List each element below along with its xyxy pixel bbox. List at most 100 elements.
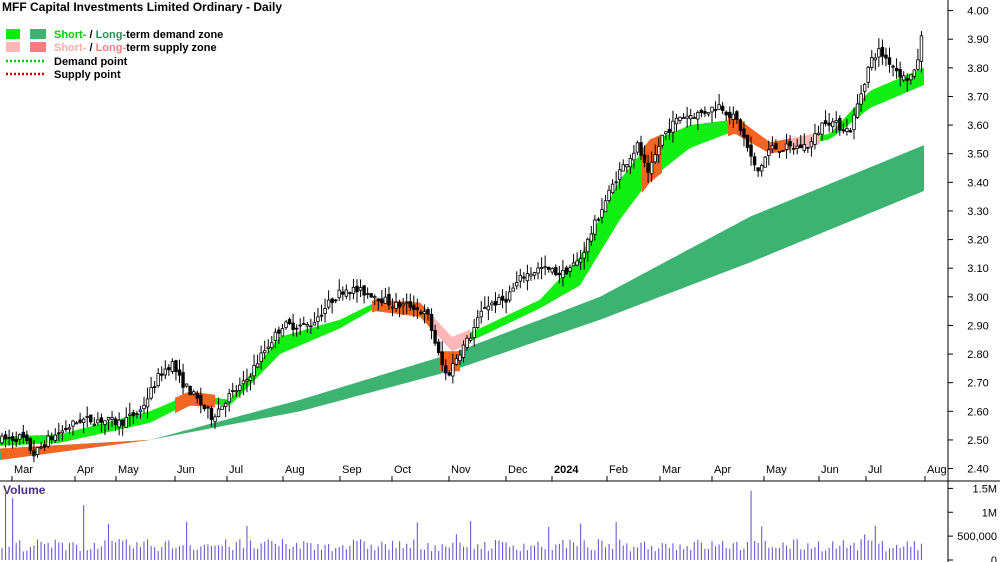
candle-body xyxy=(214,417,217,422)
candle-body xyxy=(373,297,376,298)
volume-layer: Volume 1.5M1M500,0000 xyxy=(2,483,997,562)
candle-body xyxy=(1,436,4,443)
candle-body xyxy=(104,421,107,425)
candle-body xyxy=(15,439,18,441)
candle-body xyxy=(231,390,234,391)
candle-body xyxy=(856,104,859,118)
y-tick-label: 2.40 xyxy=(967,464,988,476)
y-tick-label: 3.00 xyxy=(967,292,988,304)
candle-body xyxy=(807,147,810,148)
candle-body xyxy=(764,157,767,167)
candle-body xyxy=(235,391,238,392)
candle-body xyxy=(782,150,785,151)
candle-body xyxy=(384,297,387,303)
candle-body xyxy=(547,267,550,269)
candle-body xyxy=(594,220,597,234)
candle-body xyxy=(821,123,824,134)
candle-body xyxy=(810,142,813,147)
candle-body xyxy=(40,447,43,448)
candle-body xyxy=(448,373,451,375)
candle-body xyxy=(86,417,89,418)
candle-body xyxy=(72,421,75,426)
candle-body xyxy=(668,129,671,132)
candle-body xyxy=(36,447,39,454)
candle-body xyxy=(579,259,582,262)
candle-body xyxy=(544,267,547,268)
candle-body xyxy=(583,253,586,259)
candle-body xyxy=(157,374,160,386)
candle-body xyxy=(689,115,692,118)
candle-body xyxy=(306,324,309,326)
candle-body xyxy=(505,299,508,302)
legend-sep: / xyxy=(86,29,95,41)
candle-body xyxy=(732,114,735,119)
candle-body xyxy=(874,58,877,60)
candle-body xyxy=(700,110,703,112)
legend-rest: term demand zone xyxy=(126,29,223,41)
candle-body xyxy=(796,146,799,148)
candle-body xyxy=(778,151,781,152)
candle-body xyxy=(459,355,462,361)
candle-body xyxy=(437,342,440,353)
candle-body xyxy=(221,406,224,410)
candle-body xyxy=(242,381,245,384)
candle-body xyxy=(814,134,817,145)
candle-body xyxy=(185,384,188,386)
candle-body xyxy=(207,407,210,408)
candle-body xyxy=(476,318,479,328)
candle-body xyxy=(11,437,14,441)
candle-body xyxy=(455,359,458,365)
candle-body xyxy=(462,345,465,357)
candle-body xyxy=(79,420,82,422)
x-tick-label: Jun xyxy=(821,464,839,476)
candle-body xyxy=(530,274,533,276)
candle-body xyxy=(168,368,171,370)
candle-body xyxy=(487,306,490,310)
x-tick-label: Mar xyxy=(14,464,33,476)
candle-body xyxy=(501,296,504,300)
candle-body xyxy=(597,219,600,220)
candle-body xyxy=(633,153,636,160)
y-tick-label: 2.90 xyxy=(967,320,988,332)
candle-body xyxy=(402,304,405,305)
y-tick-label: 2.50 xyxy=(967,435,988,447)
candle-body xyxy=(129,414,132,415)
candle-body xyxy=(775,144,778,149)
candle-body xyxy=(519,275,522,281)
candle-body xyxy=(576,261,579,265)
candle-body xyxy=(473,328,476,338)
candle-body xyxy=(498,298,501,305)
candle-body xyxy=(171,362,174,372)
candle-body xyxy=(725,112,728,115)
candle-body xyxy=(125,418,128,428)
legend-sep: / xyxy=(86,42,95,54)
candle-body xyxy=(334,300,337,301)
volume-tick-label: 1M xyxy=(982,507,997,519)
candle-body xyxy=(881,47,884,56)
candle-body xyxy=(799,145,802,148)
candle-body xyxy=(803,144,806,150)
candle-body xyxy=(736,112,739,120)
candle-body xyxy=(626,165,629,167)
candle-body xyxy=(526,274,529,281)
candle-body xyxy=(693,118,696,119)
candle-body xyxy=(661,135,664,145)
candle-body xyxy=(331,299,334,303)
candle-body xyxy=(107,417,110,419)
candle-body xyxy=(93,424,96,425)
x-tick-label: Sep xyxy=(342,464,362,476)
candle-body xyxy=(860,94,863,104)
candle-body xyxy=(910,75,913,80)
candle-body xyxy=(686,116,689,118)
candle-body xyxy=(831,122,834,127)
candle-body xyxy=(711,107,714,112)
candle-body xyxy=(50,437,53,440)
candle-body xyxy=(494,301,497,305)
candle-body xyxy=(839,118,842,130)
candle-body xyxy=(295,328,298,329)
candle-body xyxy=(288,319,291,323)
candle-body xyxy=(114,419,117,425)
legend-label: Short- / Long-term demand zone xyxy=(54,29,223,41)
candle-body xyxy=(423,312,426,314)
candle-body xyxy=(867,67,870,82)
